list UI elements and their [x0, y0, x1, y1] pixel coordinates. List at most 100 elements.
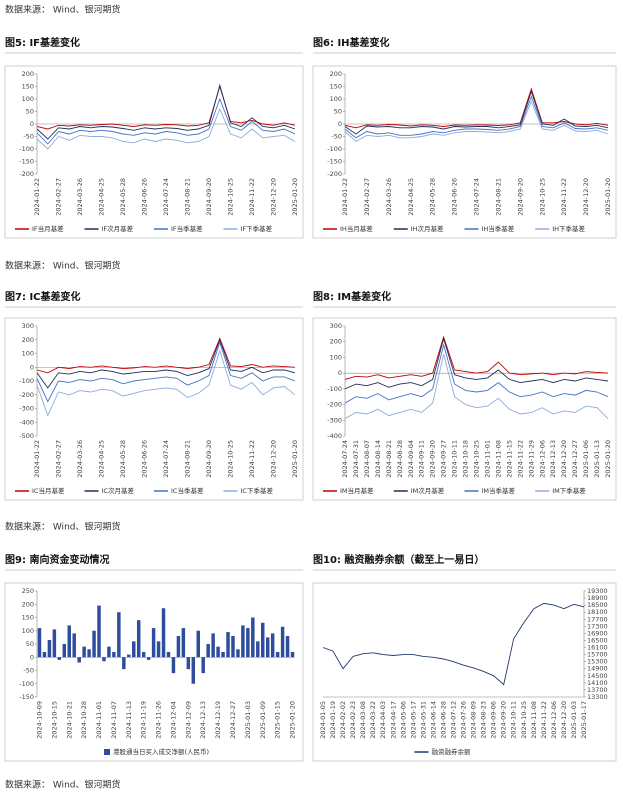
series-line — [36, 349, 296, 417]
y-tick-label: -100 — [19, 377, 34, 385]
x-tick-label: 2024-05-17 — [409, 701, 417, 739]
x-tick-label: 2024-01-22 — [341, 178, 349, 216]
y-tick-label: -100 — [19, 145, 34, 153]
x-tick-label: 2024-03-26 — [76, 178, 84, 216]
x-tick-label: 2024-02-23 — [349, 701, 357, 739]
x-tick-label: 2024-12-13 — [549, 440, 557, 478]
x-tick-label: 2024-10-25 — [227, 178, 235, 216]
y-tick-label: 17700 — [587, 615, 608, 623]
x-tick-label: 2024-09-27 — [440, 440, 448, 478]
x-tick-label: 2024-10-11 — [510, 701, 518, 739]
y-tick-label: 100 — [22, 350, 34, 358]
y-tick-label: -50 — [331, 133, 342, 141]
x-tick-label: 2025-01-13 — [593, 440, 601, 478]
chart-frame — [312, 582, 617, 762]
y-tick-label: -300 — [19, 405, 34, 413]
bar — [102, 657, 106, 662]
legend-label: IC当月基差 — [32, 486, 65, 495]
x-tick-label: 2024-12-04 — [169, 701, 177, 739]
series-line — [322, 602, 585, 686]
x-tick-label: 2024-12-06 — [550, 701, 558, 739]
x-tick-label: 2024-12-20 — [270, 440, 278, 478]
legend-swatch — [104, 749, 110, 755]
x-tick-label: 2024-10-11 — [451, 440, 459, 478]
x-tick-label: 2025-01-20 — [604, 178, 612, 216]
x-tick-label: 2024-11-08 — [494, 440, 502, 478]
y-tick-label: -150 — [19, 693, 34, 701]
y-tick-label: 100 — [22, 627, 34, 635]
y-tick-label: -200 — [19, 391, 34, 399]
y-tick-label: 150 — [330, 83, 342, 91]
bar — [216, 646, 220, 658]
bar — [231, 636, 235, 658]
bar — [265, 637, 270, 658]
x-tick-label: 2025-01-17 — [580, 701, 588, 739]
x-tick-label: 2025-01-20 — [291, 440, 299, 478]
bar — [275, 651, 280, 658]
y-tick-label: 17300 — [587, 622, 608, 630]
bar — [251, 617, 255, 658]
chart-frame — [4, 582, 304, 762]
bar — [246, 628, 250, 658]
y-tick-label: 200 — [22, 600, 34, 608]
y-tick-label: 200 — [330, 338, 342, 346]
x-tick-label: 2025-01-03 — [570, 701, 578, 739]
x-tick-label: 2024-09-20 — [429, 440, 437, 478]
x-tick-label: 2025-01-15 — [274, 701, 282, 739]
x-tick-label: 2024-08-21 — [184, 440, 192, 478]
series-line — [344, 343, 609, 404]
x-tick-label: 2024-04-25 — [407, 178, 415, 216]
x-tick-label: 2024-06-14 — [429, 701, 437, 739]
x-tick-label: 2024-12-20 — [560, 701, 568, 739]
y-tick-label: -400 — [19, 418, 34, 426]
y-tick-label: -150 — [327, 158, 342, 166]
bar — [82, 646, 86, 658]
source-note: 数据来源： Wind、银河期货 — [5, 4, 120, 16]
series-line — [344, 87, 609, 129]
bar — [161, 608, 166, 658]
y-tick-label: 200 — [22, 336, 34, 344]
x-tick-label: 2024-05-28 — [119, 178, 127, 216]
series-line — [36, 97, 296, 145]
x-tick-label: 2024-08-09 — [470, 701, 478, 739]
legend-label: IH当季基差 — [482, 224, 515, 233]
bar — [132, 641, 136, 658]
y-tick-label: 14500 — [587, 672, 608, 680]
x-tick-label: 2024-05-28 — [119, 440, 127, 478]
bar — [52, 629, 57, 658]
figure-title: 图7: IC基差变化 — [5, 290, 81, 303]
x-tick-label: 2024-11-01 — [483, 440, 491, 478]
bar — [156, 641, 161, 658]
x-tick-label: 2024-12-20 — [560, 440, 568, 478]
legend-label: 港股通当日买入成交净额(人民币) — [113, 747, 209, 756]
x-tick-label: 2024-11-26 — [155, 701, 163, 739]
x-tick-label: 2024-09-06 — [490, 701, 498, 739]
x-tick-label: 2024-12-20 — [582, 178, 590, 216]
bar — [87, 649, 91, 658]
figure-title: 图9: 南向资金变动情况 — [5, 553, 109, 566]
legend-label: IH当月基差 — [340, 224, 373, 233]
figure-title: 图8: IM基差变化 — [313, 290, 391, 303]
x-tick-label: 2025-01-03 — [244, 701, 252, 739]
x-tick-label: 2024-04-25 — [98, 178, 106, 216]
legend-label: IF当月基差 — [32, 224, 64, 233]
bar — [280, 626, 285, 658]
x-tick-label: 2024-06-26 — [141, 178, 149, 216]
x-tick-label: 2024-11-22 — [248, 440, 256, 478]
y-tick-label: -300 — [327, 416, 342, 424]
bar — [92, 630, 96, 658]
bar — [47, 640, 52, 658]
x-tick-label: 2024-12-13 — [199, 701, 207, 739]
x-tick-label: 2025-01-09 — [259, 701, 267, 739]
x-tick-label: 2024-10-25 — [538, 178, 546, 216]
x-tick-label: 2024-06-26 — [451, 178, 459, 216]
x-tick-label: 2024-08-21 — [385, 440, 393, 478]
bar — [256, 641, 260, 658]
bar — [77, 657, 81, 663]
source-note: 数据来源： Wind、银河期货 — [5, 260, 120, 272]
y-tick-label: 300 — [22, 322, 34, 330]
x-tick-label: 2024-10-25 — [520, 701, 528, 739]
y-tick-label: 0 — [338, 369, 342, 377]
y-tick-label: 0 — [30, 363, 34, 371]
